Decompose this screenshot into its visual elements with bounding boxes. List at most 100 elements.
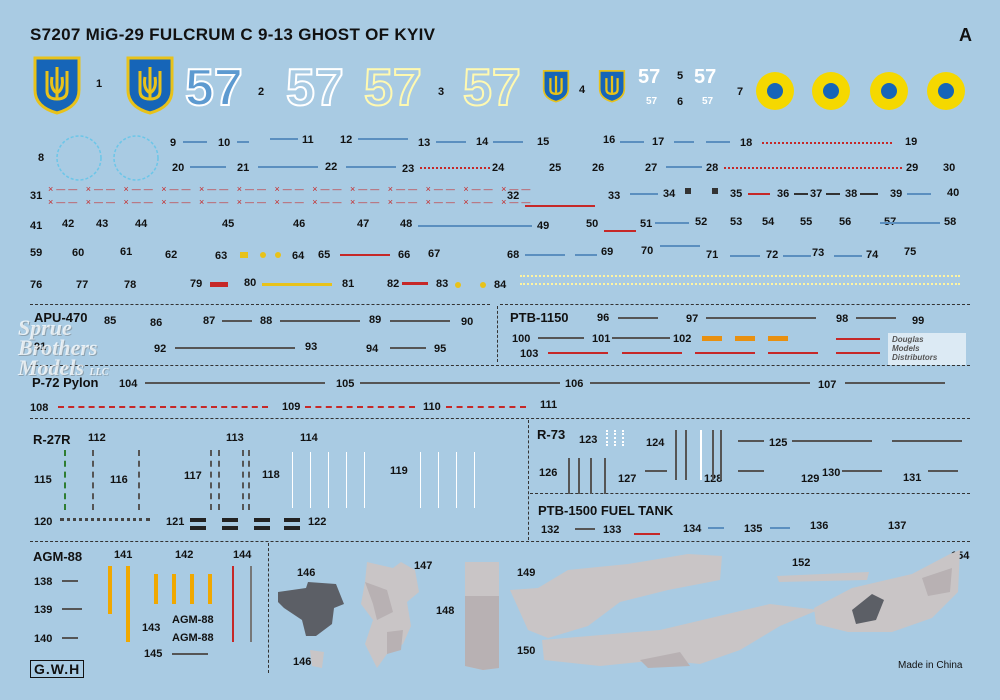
- decal-number-113: 113: [226, 432, 244, 444]
- dmd-line-3: Distributors: [892, 353, 938, 362]
- decal-number-34: 34: [663, 188, 676, 200]
- decal-number-123: 123: [579, 434, 598, 446]
- section-divider: [30, 365, 970, 366]
- decal-number-47: 47: [357, 218, 370, 230]
- dashed-circle-2: [113, 135, 159, 181]
- decal-number-105: 105: [336, 378, 355, 390]
- stencil-dark-mark: [836, 338, 880, 340]
- trident-emblem-small-2: [598, 70, 626, 103]
- decal-number-140: 140: [34, 633, 53, 645]
- decal-number-52: 52: [695, 216, 708, 228]
- decal-number-6: 6: [677, 96, 684, 108]
- decal-number-67: 67: [428, 248, 441, 260]
- decal-number-69: 69: [601, 246, 614, 258]
- stencil-vertical: [64, 450, 68, 510]
- decal-number-66: 66: [398, 249, 411, 261]
- trident-emblem-large-1: [33, 56, 81, 115]
- decal-number-38: 38: [845, 188, 858, 200]
- decal-number-108: 108: [30, 402, 49, 414]
- stencil-red-x-row: ×—— ×—— ×—— ×—— ×—— ×—— ×—— ×—— ×—— ×—— …: [48, 184, 534, 194]
- stencil-dark-mark: [735, 336, 755, 341]
- decal-number-93: 93: [305, 341, 318, 353]
- stencil-dark-mark: [645, 470, 667, 472]
- decal-number-92: 92: [154, 343, 167, 355]
- decal-number-24: 24: [492, 162, 505, 174]
- section-divider: [530, 493, 970, 494]
- decal-number-148: 148: [436, 605, 455, 617]
- stencil-vertical: [92, 450, 96, 510]
- code-57-white-tiny-1: 57: [646, 96, 658, 107]
- stencil-dark-mark: [210, 282, 228, 287]
- stencil-dark-mark: [390, 320, 450, 322]
- decal-number-25: 25: [549, 162, 562, 174]
- stencil-vertical: [218, 450, 222, 510]
- decal-number-29: 29: [906, 162, 919, 174]
- decal-number-33: 33: [608, 190, 621, 202]
- decal-number-103: 103: [520, 348, 539, 360]
- stencil-dark-mark: [275, 252, 281, 258]
- stencil-dark-mark: [284, 526, 300, 530]
- decal-number-133: 133: [603, 524, 622, 536]
- agm88-stencil-label-1: AGM-88: [172, 614, 214, 626]
- roundel-2: [812, 72, 850, 110]
- stencil-vertical: [700, 430, 702, 480]
- decal-number-10: 10: [218, 137, 231, 149]
- watermark-line-1: Sprue: [18, 315, 72, 340]
- watermark-line-4: LLC: [89, 367, 109, 378]
- trident-emblem-small-1: [542, 70, 570, 103]
- section-divider: [528, 420, 529, 540]
- stencil-dark-mark: [826, 193, 840, 195]
- section-label-r27r: R-27R: [33, 432, 71, 447]
- stencil-vertical-yellow: [126, 566, 130, 642]
- decal-number-65: 65: [318, 249, 331, 261]
- watermark-line-3: Models LLC: [18, 357, 109, 383]
- decal-number-84: 84: [494, 279, 507, 291]
- decal-number-37: 37: [810, 188, 823, 200]
- decal-number-129: 129: [801, 473, 820, 485]
- stencil-dark-mark: [190, 518, 206, 522]
- stencil-dark-mark: [845, 382, 945, 384]
- stencil-vertical: [310, 452, 313, 508]
- decal-number-126: 126: [539, 467, 558, 479]
- decal-number-32: 32: [507, 190, 520, 202]
- decal-number-83: 83: [436, 278, 449, 290]
- stencil-dark-mark: [402, 282, 428, 285]
- stencil-dark-mark: [685, 188, 691, 194]
- stencil-dark-mark: [480, 282, 486, 288]
- stencil-dark-mark: [455, 282, 461, 288]
- stencil-dotted-row: [520, 283, 960, 286]
- decal-number-22: 22: [325, 161, 338, 173]
- roundel-3: [870, 72, 908, 110]
- decal-number-62: 62: [165, 249, 178, 261]
- decal-number-134: 134: [683, 523, 702, 535]
- decal-number-81: 81: [342, 278, 355, 290]
- decal-number-75: 75: [904, 246, 917, 258]
- section-divider: [30, 304, 490, 305]
- decal-number-35: 35: [730, 188, 743, 200]
- stencil-line: [770, 527, 790, 529]
- stencil-line: [674, 141, 694, 143]
- stencil-dark-mark: [190, 526, 206, 530]
- section-label-ptb1150: PTB-1150: [510, 310, 569, 325]
- stencil-red-line: [768, 352, 818, 354]
- decal-number-146-camo: 146: [297, 567, 316, 579]
- stencil-line: [706, 141, 730, 143]
- decal-number-125: 125: [769, 437, 788, 449]
- stencil-vertical: [364, 452, 367, 508]
- code-57-yellow-1: 57: [363, 58, 423, 118]
- decal-number-96: 96: [597, 312, 610, 324]
- decal-number-30: 30: [943, 162, 956, 174]
- stencil-vertical-yellow: [190, 574, 194, 604]
- decal-number-43: 43: [96, 218, 109, 230]
- stencil-dark-mark: [240, 252, 248, 258]
- decal-number-61: 61: [120, 246, 133, 258]
- section-label-p72: P-72 Pylon: [32, 375, 99, 390]
- stencil-vertical-yellow: [154, 574, 158, 604]
- decal-number-119: 119: [390, 465, 408, 477]
- stencil-dark-mark: [842, 470, 882, 472]
- stencil-dark-mark: [712, 188, 718, 194]
- decal-number-73: 73: [812, 247, 825, 259]
- section-label-r73: R-73: [537, 427, 566, 442]
- camo-panel-149: [510, 554, 722, 638]
- decal-number-120: 120: [34, 516, 53, 528]
